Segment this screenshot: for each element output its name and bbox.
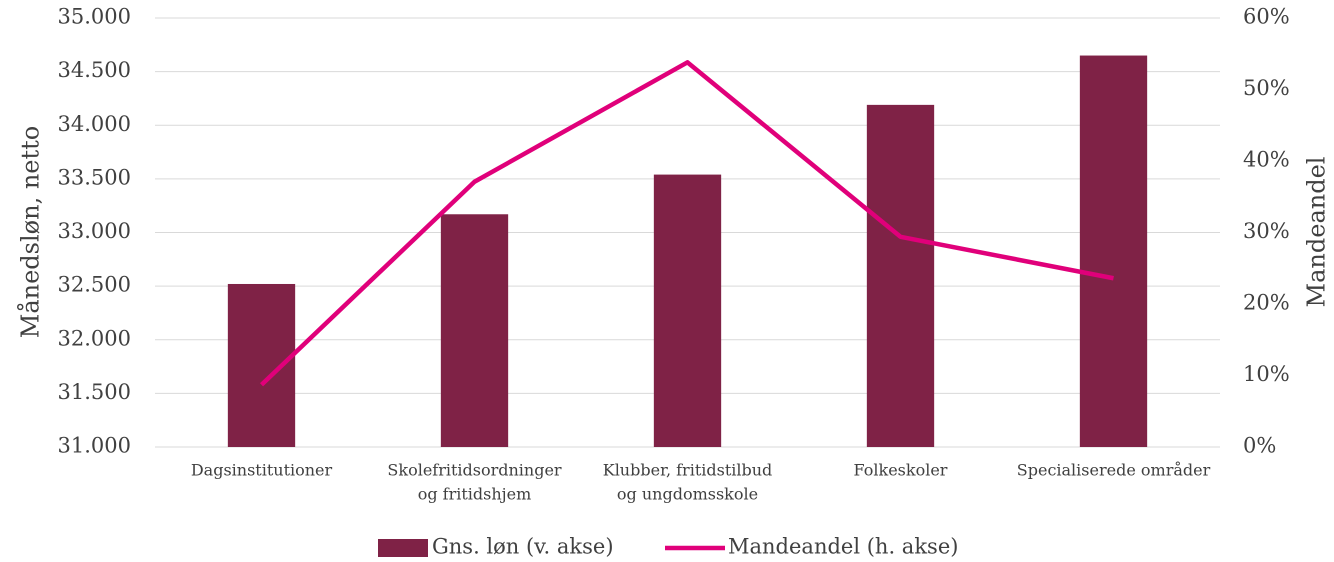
y-tick-label: 31.000 — [58, 434, 131, 458]
bar — [1079, 55, 1148, 447]
y2-axis-label: Mandeandel — [1303, 157, 1331, 308]
bar — [866, 104, 935, 447]
y-tick-label: 31.500 — [58, 380, 131, 404]
y-tick-label: 35.000 — [58, 5, 131, 29]
y2-tick-label: 60% — [1243, 5, 1290, 29]
bar — [440, 214, 509, 447]
y2-tick-label: 40% — [1243, 148, 1290, 172]
y-tick-label: 32.500 — [58, 273, 131, 297]
y2-tick-label: 20% — [1243, 291, 1290, 315]
x-tick-label: og ungdomsskole — [617, 485, 758, 504]
y2-tick-label: 30% — [1243, 219, 1290, 243]
y-tick-label: 33.000 — [58, 219, 131, 243]
y2-tick-label: 0% — [1243, 434, 1276, 458]
x-tick-label: Klubber, fritidstilbud — [603, 461, 773, 480]
legend-label: Mandeandel (h. akse) — [728, 535, 958, 559]
x-tick-label: Skolefritidsordninger — [387, 461, 562, 480]
line — [259, 60, 1114, 387]
y-tick-label: 34.500 — [58, 58, 131, 82]
legend-label: Gns. løn (v. akse) — [432, 535, 614, 559]
x-tick-label: Dagsinstitutioner — [191, 461, 333, 480]
y-axis-label: Månedsløn, netto — [16, 126, 45, 338]
y2-tick-label: 50% — [1243, 76, 1290, 100]
y2-tick-label: 10% — [1243, 362, 1290, 386]
y-tick-label: 33.500 — [58, 165, 131, 189]
x-tick-label: Folkeskoler — [854, 461, 948, 480]
x-tick-label: og fritidshjem — [418, 485, 532, 504]
x-tick-label: Specialiserede områder — [1017, 461, 1211, 480]
bar — [227, 283, 296, 447]
legend-swatch — [378, 539, 428, 557]
y-tick-label: 34.000 — [58, 112, 131, 136]
bar — [653, 174, 722, 447]
y-tick-label: 32.000 — [58, 326, 131, 350]
